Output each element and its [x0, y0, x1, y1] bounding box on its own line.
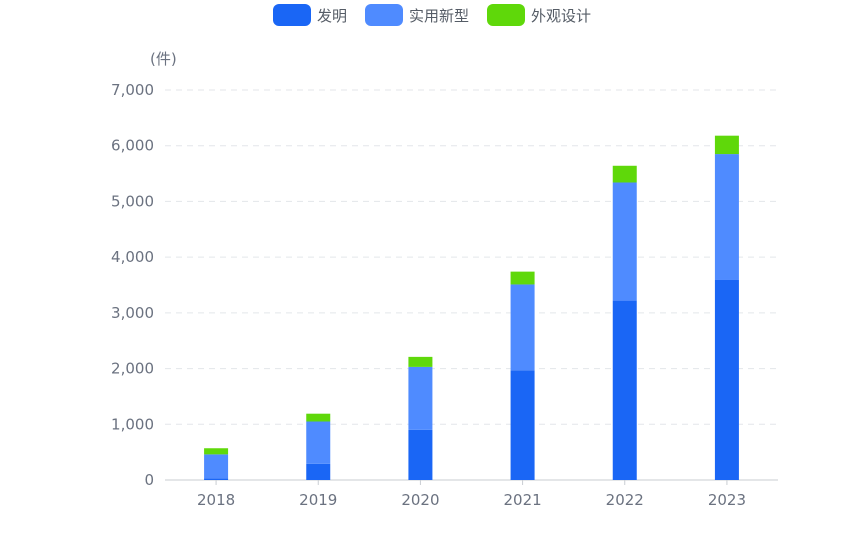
bar-segment: [510, 271, 535, 285]
x-tick-label: 2023: [708, 491, 746, 509]
bar-segment: [204, 454, 229, 479]
bar-segment: [204, 478, 229, 480]
y-tick-label: 4,000: [111, 248, 154, 266]
bar-segment: [408, 366, 433, 430]
legend-item-design[interactable]: 外观设计: [487, 4, 591, 26]
chart-legend: 发明 实用新型 外观设计: [0, 4, 864, 26]
bar-segment: [306, 463, 331, 480]
x-tick-label: 2018: [197, 491, 235, 509]
legend-swatch-design: [487, 4, 525, 26]
bar-segment: [510, 370, 535, 480]
bar-segment: [306, 421, 331, 464]
y-axis-unit-label: (件): [150, 50, 177, 68]
legend-label-invention: 发明: [316, 6, 347, 25]
legend-swatch-utility-model: [364, 4, 403, 26]
bar-segment: [306, 413, 331, 422]
legend-label-design: 外观设计: [531, 6, 592, 25]
bar-segment: [408, 356, 433, 367]
bar-segment: [408, 429, 433, 480]
y-tick-label: 3,000: [111, 304, 154, 322]
y-tick-label: 7,000: [111, 81, 154, 99]
legend-swatch-invention: [272, 4, 311, 26]
bar-segment: [714, 135, 739, 155]
y-tick-label: 1,000: [111, 415, 154, 433]
x-tick-label: 2020: [401, 491, 439, 509]
legend-item-utility-model[interactable]: 实用新型: [364, 4, 469, 26]
x-tick-label: 2022: [606, 491, 644, 509]
y-tick-label: 2,000: [111, 360, 154, 378]
legend-item-invention[interactable]: 发明: [272, 4, 347, 26]
bar-segment: [714, 154, 739, 280]
y-tick-label: 0: [144, 471, 154, 489]
bar-segment: [510, 284, 535, 371]
bar-segment: [714, 279, 739, 480]
bar-segment: [612, 165, 637, 183]
x-tick-label: 2019: [299, 491, 337, 509]
legend-label-utility-model: 实用新型: [408, 6, 469, 25]
bar-segment: [612, 182, 637, 301]
bar-segment: [612, 300, 637, 480]
bar-segment: [204, 448, 229, 455]
y-tick-label: 6,000: [111, 137, 154, 155]
y-tick-label: 5,000: [111, 192, 154, 210]
x-tick-label: 2021: [503, 491, 541, 509]
